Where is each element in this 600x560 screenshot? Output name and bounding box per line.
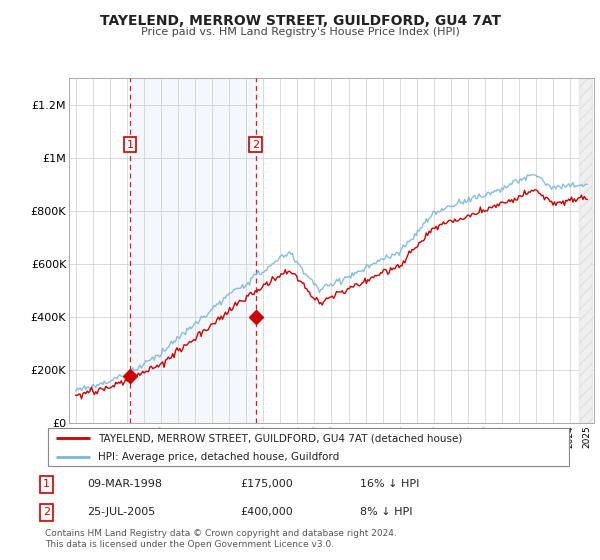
Text: Contains HM Land Registry data © Crown copyright and database right 2024.
This d: Contains HM Land Registry data © Crown c… — [45, 529, 397, 549]
Text: Price paid vs. HM Land Registry's House Price Index (HPI): Price paid vs. HM Land Registry's House … — [140, 27, 460, 37]
Text: 1: 1 — [127, 139, 134, 150]
Bar — [578, 78, 592, 423]
Text: £400,000: £400,000 — [240, 507, 293, 517]
Text: 25-JUL-2005: 25-JUL-2005 — [87, 507, 155, 517]
Bar — [130, 78, 256, 423]
Bar — [578, 78, 592, 423]
Text: 16% ↓ HPI: 16% ↓ HPI — [360, 479, 419, 489]
Text: 2: 2 — [252, 139, 259, 150]
Text: 1: 1 — [43, 479, 50, 489]
Text: HPI: Average price, detached house, Guildford: HPI: Average price, detached house, Guil… — [98, 452, 339, 461]
Text: £175,000: £175,000 — [240, 479, 293, 489]
Text: 8% ↓ HPI: 8% ↓ HPI — [360, 507, 413, 517]
Text: TAYELEND, MERROW STREET, GUILDFORD, GU4 7AT: TAYELEND, MERROW STREET, GUILDFORD, GU4 … — [100, 14, 500, 28]
Text: 2: 2 — [43, 507, 50, 517]
Text: 09-MAR-1998: 09-MAR-1998 — [87, 479, 162, 489]
FancyBboxPatch shape — [47, 428, 569, 466]
Text: TAYELEND, MERROW STREET, GUILDFORD, GU4 7AT (detached house): TAYELEND, MERROW STREET, GUILDFORD, GU4 … — [98, 433, 462, 443]
